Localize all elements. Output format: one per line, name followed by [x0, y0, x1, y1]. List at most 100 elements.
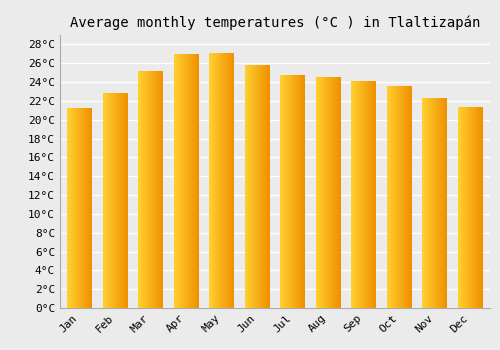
- Bar: [214, 53, 215, 308]
- Bar: [197, 54, 198, 308]
- Bar: [397, 86, 398, 308]
- Bar: [141, 71, 142, 308]
- Bar: [353, 81, 354, 308]
- Bar: [295, 76, 296, 308]
- Bar: [423, 98, 424, 308]
- Bar: [458, 107, 459, 308]
- Bar: [252, 65, 253, 308]
- Bar: [399, 86, 400, 308]
- Bar: [427, 98, 428, 308]
- Bar: [222, 53, 224, 308]
- Bar: [262, 65, 263, 308]
- Bar: [111, 93, 112, 308]
- Bar: [446, 98, 447, 308]
- Bar: [121, 93, 122, 308]
- Bar: [438, 98, 439, 308]
- Bar: [107, 93, 108, 308]
- Bar: [301, 76, 302, 308]
- Bar: [154, 71, 155, 308]
- Bar: [436, 98, 437, 308]
- Bar: [213, 53, 214, 308]
- Bar: [67, 108, 68, 308]
- Bar: [316, 77, 317, 308]
- Bar: [389, 86, 390, 308]
- Bar: [481, 107, 482, 308]
- Bar: [81, 108, 82, 308]
- Bar: [228, 53, 229, 308]
- Bar: [224, 53, 225, 308]
- Bar: [119, 93, 120, 308]
- Bar: [401, 86, 402, 308]
- Bar: [216, 53, 218, 308]
- Bar: [248, 65, 249, 308]
- Bar: [220, 53, 221, 308]
- Bar: [227, 53, 228, 308]
- Bar: [126, 93, 127, 308]
- Bar: [138, 71, 139, 308]
- Bar: [89, 108, 90, 308]
- Title: Average monthly temperatures (°C ) in Tlaltizapán: Average monthly temperatures (°C ) in Tl…: [70, 15, 480, 30]
- Bar: [226, 53, 227, 308]
- Bar: [297, 76, 298, 308]
- Bar: [328, 77, 329, 308]
- Bar: [175, 54, 176, 308]
- Bar: [225, 53, 226, 308]
- Bar: [262, 65, 264, 308]
- Bar: [113, 93, 114, 308]
- Bar: [290, 76, 291, 308]
- Bar: [90, 108, 91, 308]
- Bar: [394, 86, 395, 308]
- Bar: [114, 93, 115, 308]
- Bar: [190, 54, 191, 308]
- Bar: [160, 71, 161, 308]
- Bar: [221, 53, 222, 308]
- Bar: [82, 108, 83, 308]
- Bar: [299, 76, 300, 308]
- Bar: [174, 54, 175, 308]
- Bar: [144, 71, 145, 308]
- Bar: [461, 107, 462, 308]
- Bar: [256, 65, 257, 308]
- Bar: [122, 93, 123, 308]
- Bar: [391, 86, 392, 308]
- Bar: [181, 54, 182, 308]
- Bar: [479, 107, 480, 308]
- Bar: [368, 81, 369, 308]
- Bar: [293, 76, 294, 308]
- Bar: [396, 86, 397, 308]
- Bar: [364, 81, 365, 308]
- Bar: [231, 53, 232, 308]
- Bar: [195, 54, 196, 308]
- Bar: [87, 108, 88, 308]
- Bar: [247, 65, 248, 308]
- Bar: [404, 86, 405, 308]
- Bar: [184, 54, 185, 308]
- Bar: [429, 98, 430, 308]
- Bar: [265, 65, 266, 308]
- Bar: [390, 86, 391, 308]
- Bar: [476, 107, 477, 308]
- Bar: [145, 71, 146, 308]
- Bar: [477, 107, 478, 308]
- Bar: [143, 71, 144, 308]
- Bar: [329, 77, 330, 308]
- Bar: [124, 93, 125, 308]
- Bar: [388, 86, 389, 308]
- Bar: [245, 65, 246, 308]
- Bar: [444, 98, 445, 308]
- Bar: [363, 81, 364, 308]
- Bar: [473, 107, 474, 308]
- Bar: [334, 77, 335, 308]
- Bar: [194, 54, 195, 308]
- Bar: [403, 86, 404, 308]
- Bar: [212, 53, 213, 308]
- Bar: [408, 86, 409, 308]
- Bar: [72, 108, 73, 308]
- Bar: [180, 54, 182, 308]
- Bar: [68, 108, 69, 308]
- Bar: [288, 76, 289, 308]
- Bar: [149, 71, 150, 308]
- Bar: [332, 77, 333, 308]
- Bar: [302, 76, 303, 308]
- Bar: [219, 53, 220, 308]
